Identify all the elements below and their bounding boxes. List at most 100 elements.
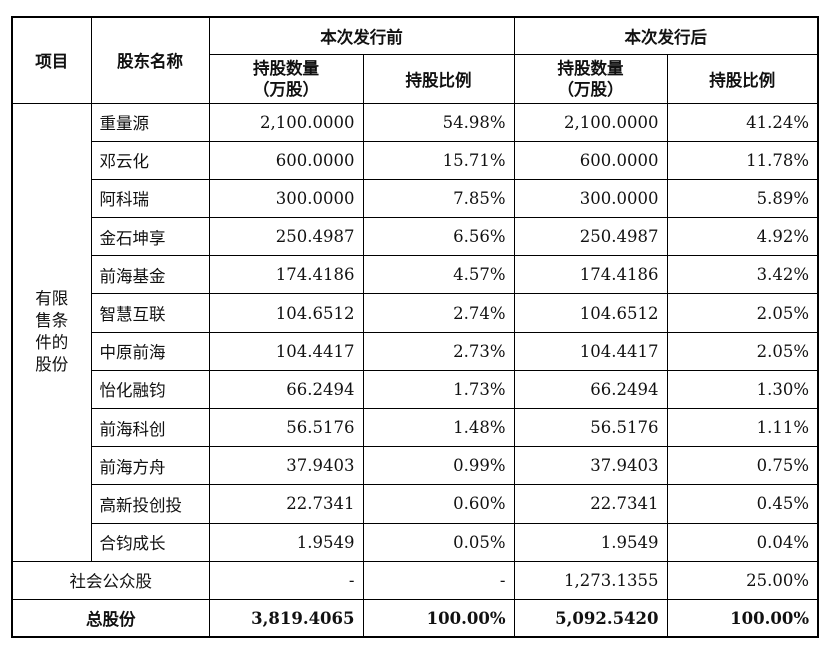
before-shares: 1.9549 — [208, 522, 364, 562]
shareholder-name: 邓云化 — [90, 140, 210, 180]
after-shares: 104.4417 — [513, 331, 668, 371]
before-ratio: 0.99% — [362, 446, 515, 486]
after-shares: 174.4186 — [513, 255, 668, 295]
after-shares: 56.5176 — [513, 407, 668, 448]
before-ratio: 4.57% — [362, 255, 515, 295]
after-shares: 300.0000 — [513, 178, 668, 219]
category-cell: 有限 售条 件的 股份 — [11, 102, 92, 562]
shareholder-name: 智慧互联 — [90, 293, 210, 333]
shareholder-name: 前海科创 — [90, 407, 210, 448]
total-before-shares: 3,819.4065 — [208, 598, 364, 638]
after-shares: 22.7341 — [513, 484, 668, 524]
public-after-ratio: 25.00% — [666, 560, 819, 600]
before-ratio: 15.71% — [362, 140, 515, 180]
header-shares-line1: 持股数量 — [557, 58, 624, 78]
before-ratio: 0.60% — [362, 484, 515, 524]
shareholding-table: 项目 股东名称 本次发行前 本次发行后 持股数量 （万股） 持股比例 持股数量 … — [11, 16, 819, 639]
header-item: 项目 — [11, 16, 92, 104]
after-ratio: 2.05% — [666, 293, 819, 333]
total-row: 总股份 3,819.4065 100.00% 5,092.5420 100.00% — [11, 598, 819, 638]
before-shares: 37.9403 — [208, 446, 364, 486]
before-shares: 104.4417 — [208, 331, 364, 371]
public-after-shares: 1,273.1355 — [513, 560, 668, 600]
before-shares: 600.0000 — [208, 140, 364, 180]
before-ratio: 7.85% — [362, 178, 515, 219]
header-after: 本次发行后 — [513, 16, 819, 55]
table-row: 高新投创投 22.7341 0.60% 22.7341 0.45% — [12, 484, 819, 524]
after-ratio: 3.42% — [666, 255, 819, 295]
category-label-line: 件的 — [35, 333, 69, 353]
after-shares: 66.2494 — [513, 369, 668, 410]
before-shares: 174.4186 — [208, 255, 364, 295]
before-shares: 300.0000 — [208, 178, 364, 219]
table-row: 前海科创 56.5176 1.48% 56.5176 1.11% — [12, 407, 819, 448]
table-body: 有限 售条 件的 股份 重量源 2,100.0000 54.98% 2,100.0000 41.… — [11, 102, 819, 638]
category-label-line: 股份 — [35, 355, 69, 375]
header-shares-line2: （万股） — [557, 79, 624, 99]
shareholder-name: 前海方舟 — [90, 446, 210, 486]
table-row: 有限 售条 件的 股份 重量源 2,100.0000 54.98% 2,100.0000 41.… — [11, 102, 819, 562]
shareholder-name: 阿科瑞 — [90, 178, 210, 219]
after-shares: 600.0000 — [513, 140, 668, 180]
shareholder-name: 前海基金 — [90, 255, 210, 295]
table-row: 怡化融钧 66.2494 1.73% 66.2494 1.30% — [12, 369, 819, 410]
header-before: 本次发行前 — [208, 16, 515, 55]
shareholder-name: 重量源 — [90, 102, 210, 142]
total-after-ratio: 100.00% — [666, 598, 819, 638]
before-shares: 56.5176 — [208, 407, 364, 448]
public-before-shares: - — [208, 560, 364, 600]
after-ratio: 2.05% — [666, 331, 819, 371]
after-shares: 250.4987 — [513, 217, 668, 257]
after-shares: 2,100.0000 — [513, 102, 668, 142]
category-label-line: 售条 — [35, 311, 69, 331]
before-shares: 250.4987 — [208, 217, 364, 257]
table-row: 合钧成长 1.9549 0.05% 1.9549 0.04% — [12, 522, 819, 562]
header-before-ratio: 持股比例 — [362, 53, 515, 104]
table-row: 邓云化 600.0000 15.71% 600.0000 11.78% — [12, 140, 819, 180]
shareholder-name: 高新投创投 — [90, 484, 210, 524]
shareholder-name: 中原前海 — [90, 331, 210, 371]
table-row: 前海方舟 37.9403 0.99% 37.9403 0.75% — [12, 446, 819, 486]
table-row: 智慧互联 104.6512 2.74% 104.6512 2.05% — [12, 293, 819, 333]
before-ratio: 1.48% — [362, 407, 515, 448]
after-ratio: 1.30% — [666, 369, 819, 410]
category-label-line: 有限 — [35, 289, 69, 309]
public-before-ratio: - — [362, 560, 515, 600]
before-ratio: 6.56% — [362, 217, 515, 257]
after-ratio: 0.45% — [666, 484, 819, 524]
before-ratio: 2.74% — [362, 293, 515, 333]
after-shares: 104.6512 — [513, 293, 668, 333]
header-after-shares: 持股数量 （万股） — [513, 53, 668, 104]
before-ratio: 0.05% — [362, 522, 515, 562]
after-ratio: 0.04% — [666, 522, 819, 562]
shareholder-name: 怡化融钧 — [90, 369, 210, 410]
header-shares-line2: （万股） — [253, 79, 319, 99]
total-before-ratio: 100.00% — [362, 598, 515, 638]
before-ratio: 2.73% — [362, 331, 515, 371]
after-ratio: 5.89% — [666, 178, 819, 219]
shareholder-name: 合钧成长 — [90, 522, 210, 562]
header-after-ratio: 持股比例 — [666, 53, 819, 104]
table-row: 前海基金 174.4186 4.57% 174.4186 3.42% — [12, 255, 819, 295]
after-ratio: 11.78% — [666, 140, 819, 180]
after-ratio: 0.75% — [666, 446, 819, 486]
table-row: 金石坤享 250.4987 6.56% 250.4987 4.92% — [12, 217, 819, 257]
total-label: 总股份 — [11, 598, 210, 638]
header-shares-line1: 持股数量 — [253, 58, 319, 78]
before-ratio: 54.98% — [362, 102, 515, 142]
after-shares: 37.9403 — [513, 446, 668, 486]
after-ratio: 4.92% — [666, 217, 819, 257]
after-shares: 1.9549 — [513, 522, 668, 562]
before-shares: 104.6512 — [208, 293, 364, 333]
header-shareholder: 股东名称 — [90, 16, 210, 104]
public-shares-label: 社会公众股 — [11, 560, 210, 600]
before-ratio: 1.73% — [362, 369, 515, 410]
before-shares: 22.7341 — [208, 484, 364, 524]
before-shares: 2,100.0000 — [208, 102, 364, 142]
after-ratio: 1.11% — [666, 407, 819, 448]
public-shares-row: 社会公众股 - -1,273.1355 25.00% — [11, 560, 819, 600]
header-before-shares: 持股数量 （万股） — [208, 53, 364, 104]
shareholder-name: 金石坤享 — [90, 217, 210, 257]
table-row: 阿科瑞 300.0000 7.85% 300.0000 5.89% — [12, 178, 819, 219]
total-after-shares: 5,092.5420 — [513, 598, 668, 638]
